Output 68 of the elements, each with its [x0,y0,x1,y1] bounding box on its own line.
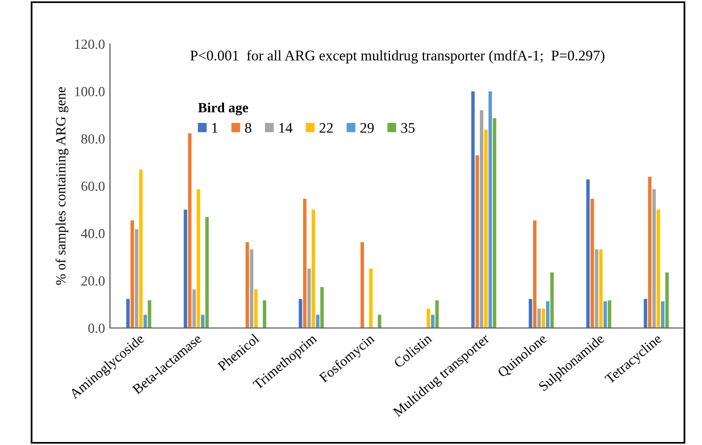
bar [435,300,439,328]
bar [250,249,254,328]
bar [316,314,320,328]
bar [488,91,492,328]
bar [476,155,480,328]
y-tick-label: 0.0 [88,324,105,334]
bar [603,301,607,328]
legend-title: Bird age [198,102,248,116]
bar [660,301,664,328]
y-axis-title: % of samples containing ARG gene [56,87,68,285]
bar [594,249,598,328]
y-tick-label: 80.0 [81,134,105,144]
bar [192,289,196,328]
bar [134,229,138,328]
legend-label: 35 [401,123,415,133]
bar [200,314,204,328]
legend-label: 22 [320,123,333,133]
bar [665,272,669,328]
bar [262,300,266,328]
bar [492,118,496,328]
y-tick-label: 120.0 [75,40,105,50]
bar [184,210,188,328]
bar [246,242,250,328]
bar [542,308,546,328]
legend-label: 8 [245,122,252,133]
bar [608,300,612,328]
y-tick-label: 20.0 [81,276,105,286]
bar [484,130,488,328]
legend-label: 29 [360,123,374,133]
bar [188,133,192,328]
bar [537,308,541,328]
bar [320,287,324,328]
chart-title: P<0.001 for all ARG except multidrug transporter (mdfA-1; P=0.297) [190,50,604,64]
bar [546,301,550,328]
y-tick-label: 100.0 [75,86,105,96]
bar [480,110,484,328]
bar [130,220,134,328]
bar [550,272,554,328]
bar [254,289,258,328]
bar [430,314,434,328]
bar [528,298,532,328]
bar [644,298,648,328]
bar [312,210,316,328]
bar [656,210,660,328]
bar [533,220,537,328]
bar [126,298,130,328]
bar [471,91,475,328]
bar [307,268,311,328]
legend-label: 14 [279,123,292,133]
bar [196,189,200,328]
bar [303,198,307,328]
bar [205,217,209,328]
bar [599,249,603,328]
bar [148,300,152,328]
legend-label: 1 [212,123,218,133]
bar [369,268,373,328]
bar [360,242,364,328]
y-tick-label: 60.0 [81,182,105,192]
bar [139,170,143,328]
bar [590,198,594,328]
bar [298,298,302,328]
bar [586,179,590,328]
bar [652,189,656,328]
bar [426,308,430,328]
bar [143,314,147,328]
y-tick-label: 40.0 [81,228,105,238]
bar [378,314,382,328]
bar [648,176,652,328]
